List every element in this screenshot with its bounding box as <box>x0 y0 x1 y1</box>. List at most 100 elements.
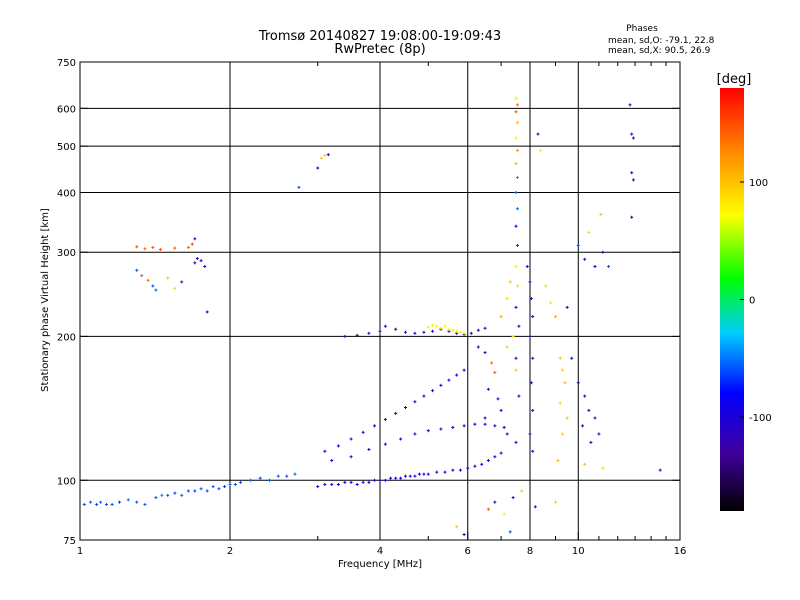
data-point <box>556 458 560 462</box>
x-tick-label: 6 <box>465 546 471 557</box>
colorbar-ticks: 100 0 -100 <box>740 178 772 424</box>
data-point <box>531 356 535 360</box>
x-tick-label: 8 <box>527 546 533 557</box>
data-point <box>249 478 253 482</box>
data-point <box>323 154 327 158</box>
data-point <box>323 482 327 486</box>
data-point <box>205 489 209 493</box>
data-point <box>426 472 430 476</box>
data-point <box>383 324 387 328</box>
data-point <box>514 265 518 269</box>
data-point <box>473 422 477 426</box>
data-point <box>515 121 519 125</box>
data-point <box>473 464 477 468</box>
x-tick-label: 1 <box>77 546 83 557</box>
data-point <box>180 493 184 497</box>
data-point <box>476 328 480 332</box>
data-point <box>486 387 490 391</box>
phase-stats-title: Phases <box>626 24 658 34</box>
data-point <box>483 351 487 355</box>
data-point <box>458 330 462 334</box>
data-point <box>505 297 509 301</box>
data-point <box>361 480 365 484</box>
data-point <box>631 178 635 182</box>
data-point <box>211 485 215 489</box>
data-point <box>431 389 435 393</box>
data-point <box>403 330 407 334</box>
y-tick-labels: 75 100 200 300 400 500 600 750 <box>57 58 76 547</box>
data-point <box>515 284 519 288</box>
data-point <box>607 265 611 269</box>
x-tick-label: 10 <box>572 546 585 557</box>
data-point <box>466 466 470 470</box>
data-point <box>515 175 519 179</box>
data-point <box>531 408 535 412</box>
data-point <box>593 265 597 269</box>
data-point <box>330 482 334 486</box>
y-tick-label: 75 <box>63 536 76 547</box>
data-point <box>89 500 93 504</box>
data-point <box>515 243 519 247</box>
data-point <box>399 476 403 480</box>
data-point <box>173 286 177 290</box>
data-point <box>480 462 484 466</box>
data-point <box>195 257 199 261</box>
data-point <box>186 245 190 249</box>
data-point <box>583 394 587 398</box>
data-point <box>493 455 497 459</box>
data-point <box>514 440 518 444</box>
data-point <box>502 425 506 429</box>
data-point <box>589 440 593 444</box>
data-point <box>349 455 353 459</box>
data-point <box>458 468 462 472</box>
colorbar-tick-label: 100 <box>749 178 768 189</box>
data-point <box>455 525 459 529</box>
data-point <box>483 422 487 426</box>
data-point <box>583 257 587 261</box>
data-point <box>293 472 297 476</box>
data-point <box>565 305 569 309</box>
data-point <box>330 458 334 462</box>
data-point <box>431 329 435 333</box>
data-point <box>443 324 447 328</box>
data-point <box>135 500 139 504</box>
data-point <box>166 276 170 280</box>
data-point <box>462 424 466 428</box>
scatter-points <box>82 96 662 537</box>
data-point <box>508 280 512 284</box>
data-point <box>439 383 443 387</box>
data-point <box>455 329 459 333</box>
x-tick-label: 4 <box>377 546 383 557</box>
data-point <box>525 265 529 269</box>
data-point <box>451 468 455 472</box>
data-point <box>493 424 497 428</box>
data-point <box>505 345 509 349</box>
data-point <box>349 480 353 484</box>
data-point <box>431 323 435 327</box>
data-point <box>285 474 289 478</box>
data-point <box>502 512 506 516</box>
data-point <box>367 331 371 335</box>
data-point <box>565 416 569 420</box>
data-point <box>520 489 524 493</box>
data-point <box>154 288 158 292</box>
data-point <box>135 268 139 272</box>
data-point <box>493 371 497 375</box>
data-point <box>435 470 439 474</box>
data-point <box>514 136 518 140</box>
data-point <box>297 185 301 189</box>
data-point <box>558 356 562 360</box>
data-point <box>389 476 393 480</box>
data-point <box>528 432 532 436</box>
data-point <box>276 474 280 478</box>
data-point <box>258 476 262 480</box>
data-point <box>630 171 634 175</box>
data-point <box>316 166 320 170</box>
data-point <box>323 449 327 453</box>
data-point <box>394 476 398 480</box>
chart-subtitle: RwPretec (8p) <box>334 42 425 57</box>
data-point <box>166 493 170 497</box>
data-point <box>426 325 430 329</box>
data-point <box>422 394 426 398</box>
data-point <box>439 326 443 330</box>
